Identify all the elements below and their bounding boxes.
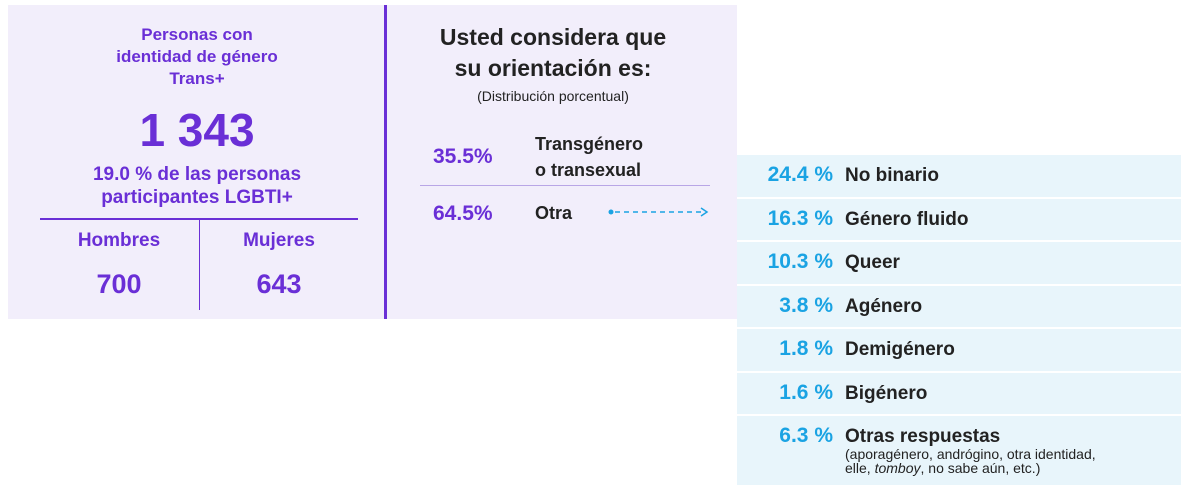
row-label: Transgénero o transexual: [535, 131, 643, 183]
row-label: Agénero: [845, 295, 923, 317]
column-label: Mujeres: [243, 230, 315, 251]
breakdown-row: [737, 242, 1181, 284]
breakdown-row: [737, 416, 1181, 485]
summary-title: Personas con identidad de género Trans+: [116, 24, 278, 90]
label-line: Otra: [535, 203, 573, 223]
note-line: (aporagénero, andrógino, otra identidad,: [845, 447, 1096, 461]
note-part: (aporagénero, andrógino, otra identidad,: [845, 446, 1096, 462]
title-line: Personas con: [141, 25, 253, 44]
question-panel: [387, 5, 737, 319]
question-subtitle: (Distribución porcentual): [477, 88, 629, 104]
note-part: tomboy: [874, 460, 921, 476]
divider: [384, 5, 387, 319]
column-value: 643: [256, 269, 302, 299]
row-percent: 35.5%: [433, 145, 493, 168]
total: 1 343: [139, 104, 255, 156]
summary-panel: [8, 5, 385, 319]
arrow: [608, 207, 709, 217]
row-rule: [420, 185, 710, 186]
row-percent: 10.3 %: [767, 250, 833, 273]
row-percent: 24.4 %: [767, 163, 833, 186]
row-label: Demigénero: [845, 339, 955, 360]
row-percent: 64.5%: [433, 202, 493, 225]
row-percent: 3.8 %: [779, 293, 833, 317]
row-percent: 16.3 %: [767, 206, 833, 230]
row-percent: 1.6 %: [779, 380, 833, 404]
title-line: su orientación es:: [454, 55, 652, 81]
column-label: Hombres: [77, 230, 161, 251]
row-percent: 1.8 %: [779, 337, 833, 360]
column-value: 700: [96, 269, 142, 299]
breakdown-row: [737, 285, 1181, 327]
row-label: Bigénero: [845, 382, 928, 404]
row-percent: 6.3 %: [779, 424, 833, 447]
breakdown-row: [737, 329, 1181, 371]
share-line: participantes LGBTI+: [101, 187, 293, 208]
rule: [40, 218, 358, 220]
note-part: elle,: [845, 460, 875, 476]
row-label: Género fluido: [845, 208, 969, 230]
rule: [199, 220, 200, 310]
note-part: , no sabe aún, etc.): [920, 460, 1041, 476]
share: 19.0 % de las personas participantes LGB…: [93, 163, 301, 209]
row-label: Queer: [845, 252, 900, 273]
label-line: Transgénero: [535, 134, 644, 154]
title-line: Trans+: [169, 69, 225, 88]
row-label: Otra: [535, 203, 572, 224]
share-line: 19.0 % de las personas: [92, 164, 302, 185]
row-label: Otras respuestas: [845, 426, 1001, 447]
title-line: Usted considera que: [439, 24, 667, 50]
note-line: elle, tomboy, no sabe aún, etc.): [845, 461, 1040, 475]
question-title: Usted considera que su orientación es:: [440, 22, 666, 84]
row-label: No binario: [845, 165, 939, 186]
label-line: o transexual: [535, 160, 642, 180]
breakdown-row: [737, 198, 1181, 240]
title-line: identidad de género: [116, 47, 278, 66]
breakdown-row: [737, 372, 1181, 414]
breakdown-row: [737, 155, 1181, 197]
